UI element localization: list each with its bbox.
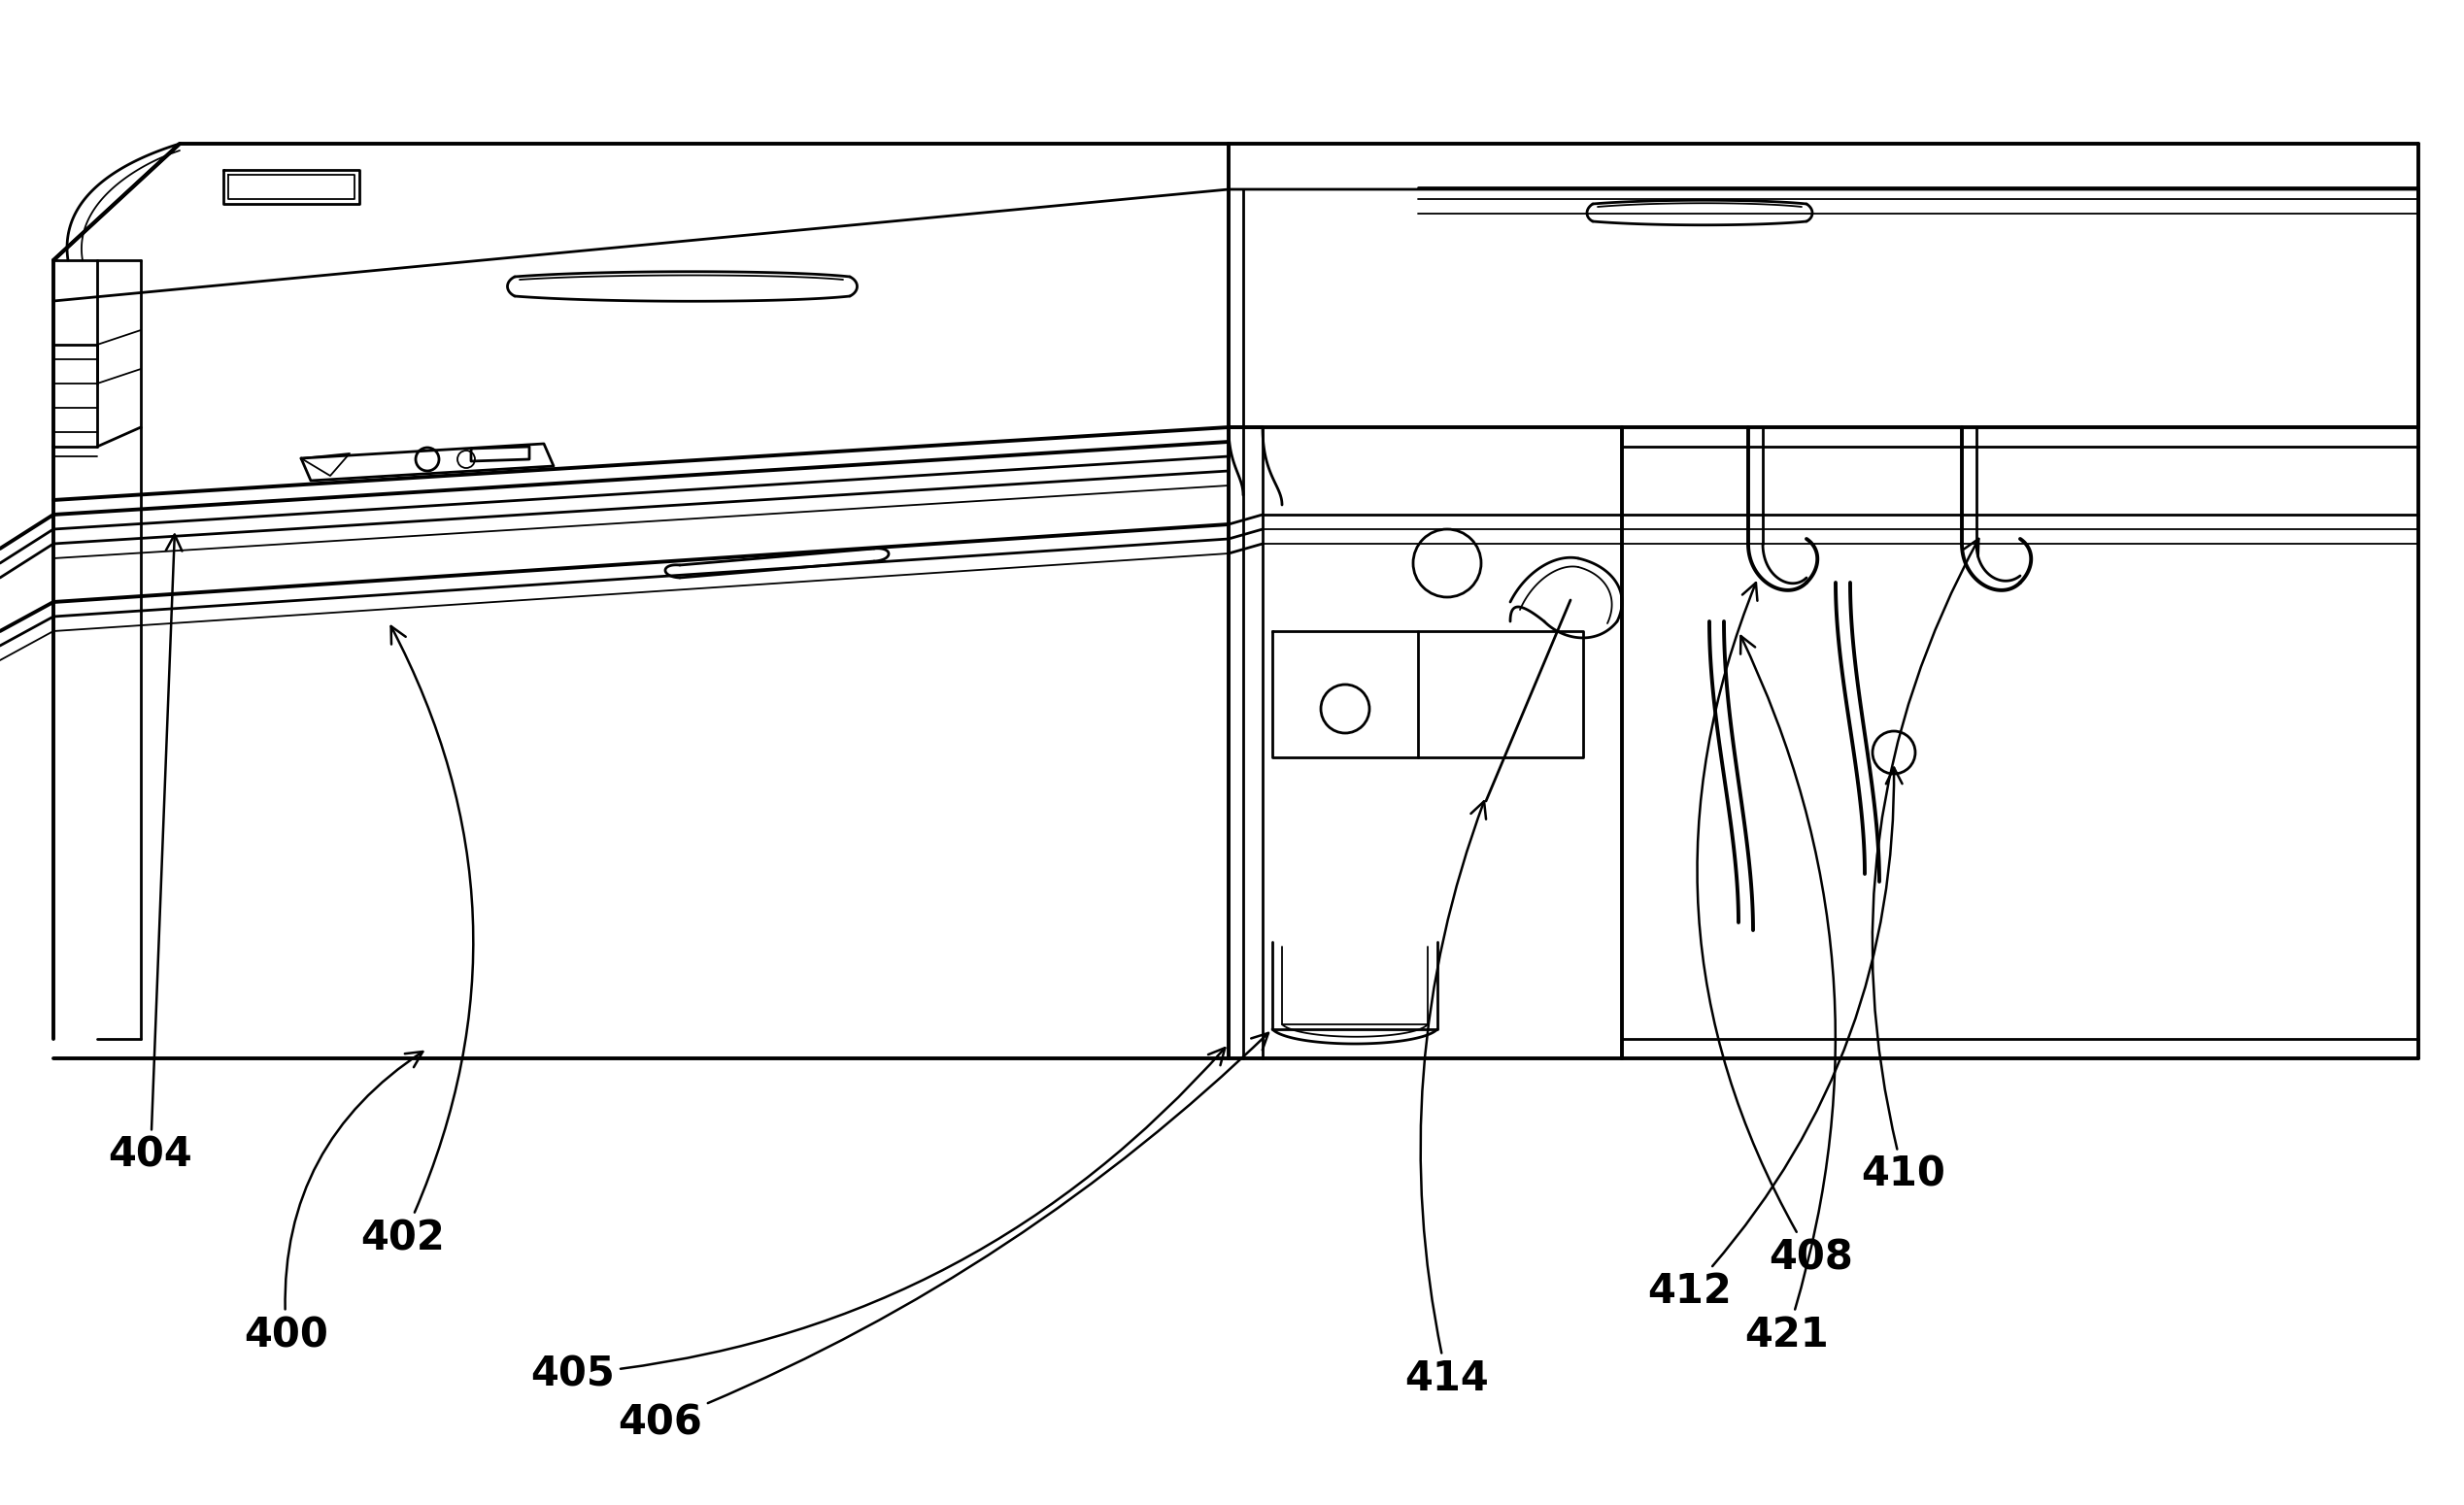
Text: 410: 410 (1860, 539, 1979, 1195)
Text: 402: 402 (360, 626, 473, 1258)
Text: 400: 400 (244, 1052, 424, 1356)
Text: 412: 412 (1648, 768, 1902, 1312)
Text: 405: 405 (530, 1047, 1225, 1394)
Text: 408: 408 (1698, 582, 1853, 1278)
Text: 414: 414 (1404, 801, 1488, 1400)
Text: 404: 404 (108, 534, 192, 1175)
Text: 421: 421 (1740, 637, 1836, 1356)
Text: 406: 406 (618, 1032, 1269, 1443)
